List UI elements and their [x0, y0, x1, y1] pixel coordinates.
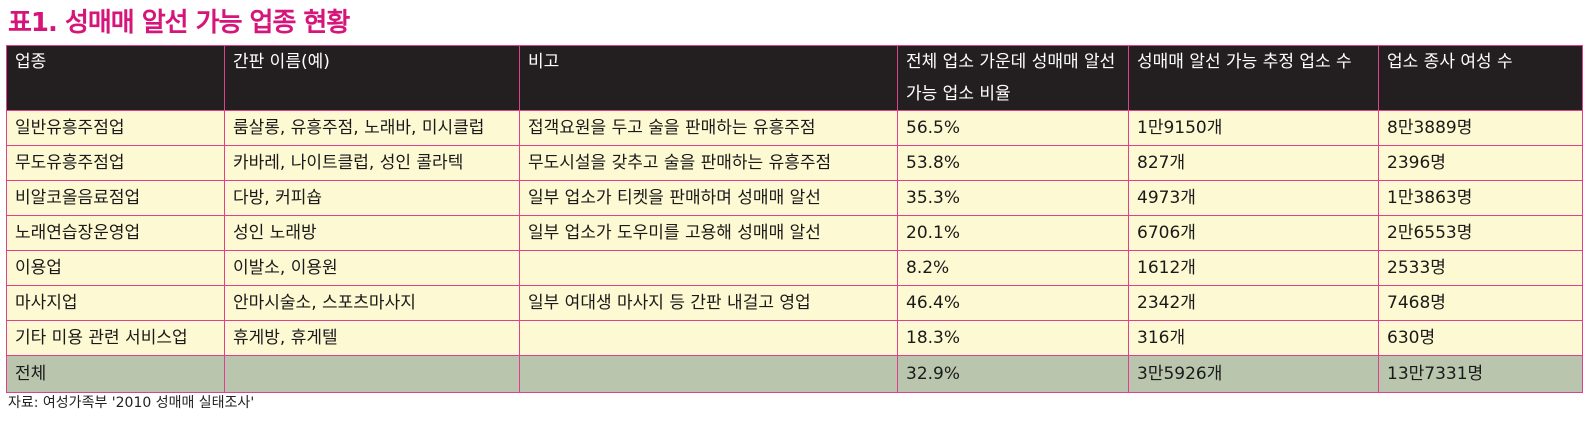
table-row: 기타 미용 관련 서비스업 휴게방, 휴게텔 18.3% 316개 630명	[6, 320, 1583, 356]
cell-business-count: 316개	[1128, 320, 1379, 356]
total-business-count: 3만5926개	[1128, 355, 1379, 393]
cell-business-count: 827개	[1128, 145, 1379, 181]
cell-business-count: 4973개	[1128, 180, 1379, 216]
total-note	[519, 355, 898, 393]
table-row: 무도유흥주점업 카바레, 나이트클럽, 성인 콜라텍 무도시설을 갖추고 술을 …	[6, 145, 1583, 181]
total-sign-name	[224, 355, 520, 393]
cell-business-count: 2342개	[1128, 285, 1379, 321]
column-header-industry: 업종	[6, 45, 225, 111]
cell-ratio: 18.3%	[897, 320, 1129, 356]
cell-industry: 노래연습장운영업	[6, 215, 225, 251]
cell-women-count: 2396명	[1378, 145, 1583, 181]
cell-industry: 일반유흥주점업	[6, 110, 225, 146]
column-header-ratio: 전체 업소 가운데 성매매 알선 가능 업소 비율	[897, 45, 1129, 111]
cell-note	[519, 320, 898, 356]
cell-industry: 이용업	[6, 250, 225, 286]
table-row: 마사지업 안마시술소, 스포츠마사지 일부 여대생 마사지 등 간판 내걸고 영…	[6, 285, 1583, 321]
cell-note: 일부 여대생 마사지 등 간판 내걸고 영업	[519, 285, 898, 321]
source-note: 자료: 여성가족부 '2010 성매매 실태조사'	[8, 395, 255, 411]
total-label: 전체	[6, 355, 225, 393]
total-women-count: 13만7331명	[1378, 355, 1583, 393]
cell-ratio: 35.3%	[897, 180, 1129, 216]
cell-sign-name: 성인 노래방	[224, 215, 520, 251]
column-header-note: 비고	[519, 45, 898, 111]
cell-ratio: 46.4%	[897, 285, 1129, 321]
total-row: 전체 32.9% 3만5926개 13만7331명	[6, 355, 1583, 393]
cell-note: 일부 업소가 도우미를 고용해 성매매 알선	[519, 215, 898, 251]
cell-sign-name: 이발소, 이용원	[224, 250, 520, 286]
table-title: 표1. 성매매 알선 가능 업종 현황	[8, 8, 350, 38]
cell-women-count: 2533명	[1378, 250, 1583, 286]
cell-women-count: 630명	[1378, 320, 1583, 356]
cell-industry: 무도유흥주점업	[6, 145, 225, 181]
table-row: 일반유흥주점업 룸살롱, 유흥주점, 노래바, 미시클럽 접객요원을 두고 술을…	[6, 110, 1583, 146]
cell-note: 일부 업소가 티켓을 판매하며 성매매 알선	[519, 180, 898, 216]
cell-ratio: 56.5%	[897, 110, 1129, 146]
column-header-women-count: 업소 종사 여성 수	[1378, 45, 1583, 111]
cell-business-count: 6706개	[1128, 215, 1379, 251]
cell-industry: 기타 미용 관련 서비스업	[6, 320, 225, 356]
cell-business-count: 1만9150개	[1128, 110, 1379, 146]
cell-ratio: 53.8%	[897, 145, 1129, 181]
cell-sign-name: 다방, 커피숍	[224, 180, 520, 216]
total-ratio: 32.9%	[897, 355, 1129, 393]
column-header-sign-name: 간판 이름(예)	[224, 45, 520, 111]
table-row: 노래연습장운영업 성인 노래방 일부 업소가 도우미를 고용해 성매매 알선 2…	[6, 215, 1583, 251]
cell-note: 무도시설을 갖추고 술을 판매하는 유흥주점	[519, 145, 898, 181]
cell-sign-name: 안마시술소, 스포츠마사지	[224, 285, 520, 321]
cell-business-count: 1612개	[1128, 250, 1379, 286]
cell-industry: 비알코올음료점업	[6, 180, 225, 216]
cell-women-count: 1만3863명	[1378, 180, 1583, 216]
cell-women-count: 8만3889명	[1378, 110, 1583, 146]
industry-table: 업종 간판 이름(예) 비고 전체 업소 가운데 성매매 알선 가능 업소 비율…	[6, 45, 1583, 393]
cell-industry: 마사지업	[6, 285, 225, 321]
cell-sign-name: 카바레, 나이트클럽, 성인 콜라텍	[224, 145, 520, 181]
cell-note: 접객요원을 두고 술을 판매하는 유흥주점	[519, 110, 898, 146]
cell-women-count: 2만6553명	[1378, 215, 1583, 251]
cell-ratio: 8.2%	[897, 250, 1129, 286]
table-row: 이용업 이발소, 이용원 8.2% 1612개 2533명	[6, 250, 1583, 286]
table-header-row: 업종 간판 이름(예) 비고 전체 업소 가운데 성매매 알선 가능 업소 비율…	[6, 45, 1583, 111]
table-row: 비알코올음료점업 다방, 커피숍 일부 업소가 티켓을 판매하며 성매매 알선 …	[6, 180, 1583, 216]
cell-ratio: 20.1%	[897, 215, 1129, 251]
cell-note	[519, 250, 898, 286]
cell-women-count: 7468명	[1378, 285, 1583, 321]
cell-sign-name: 휴게방, 휴게텔	[224, 320, 520, 356]
cell-sign-name: 룸살롱, 유흥주점, 노래바, 미시클럽	[224, 110, 520, 146]
column-header-business-count: 성매매 알선 가능 추정 업소 수	[1128, 45, 1379, 111]
